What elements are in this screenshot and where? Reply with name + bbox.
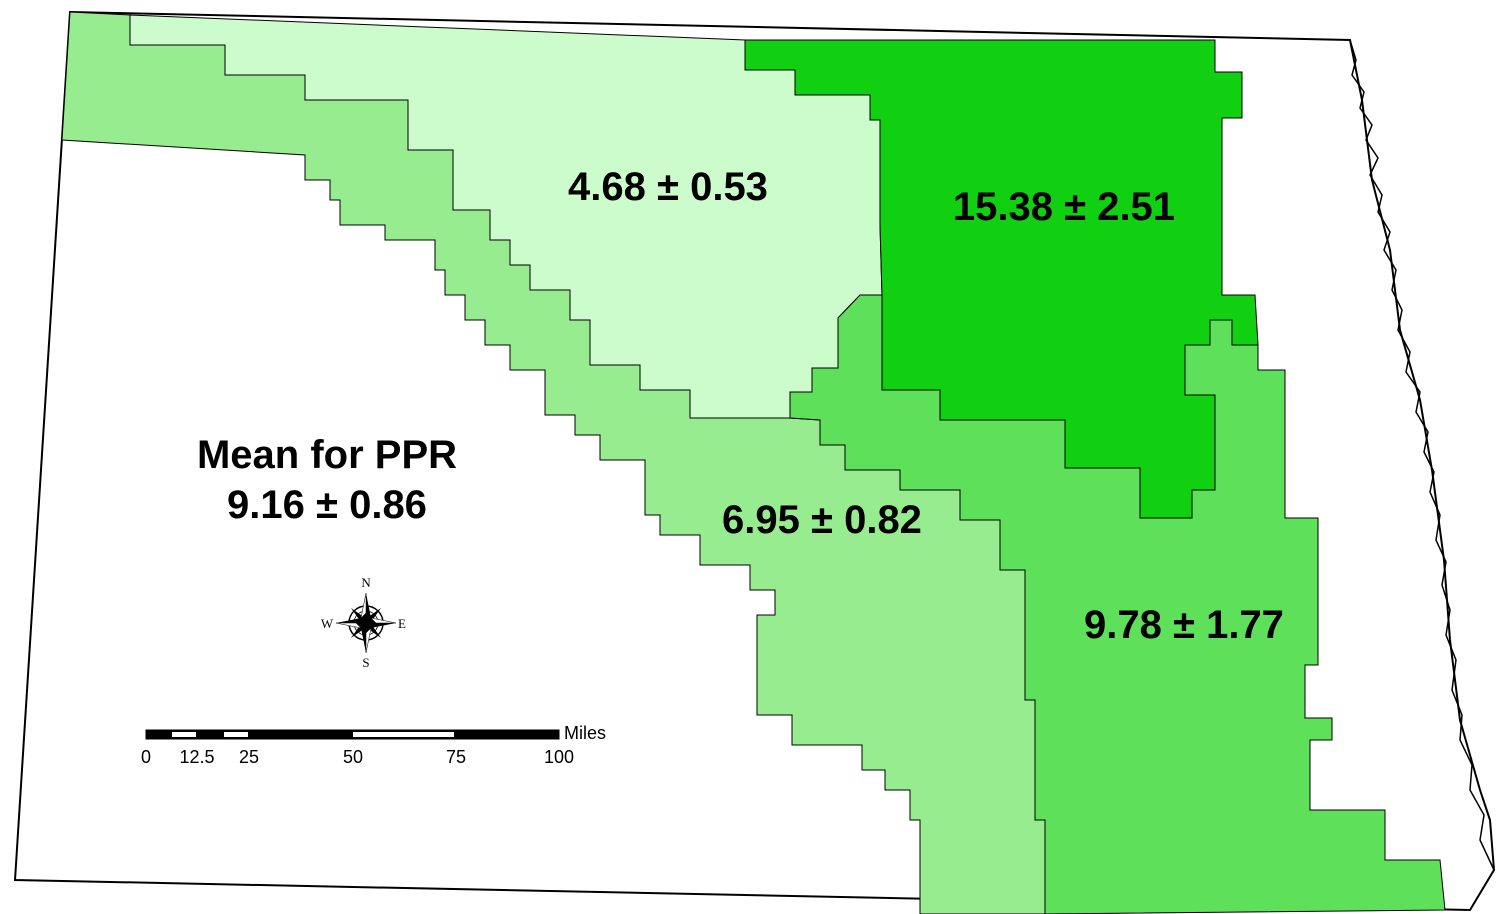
region-label-southeast: 9.78 ± 1.77 bbox=[1084, 603, 1284, 647]
compass-rose-icon: N S E W bbox=[321, 575, 406, 670]
region-label-north-central: 4.68 ± 0.53 bbox=[568, 165, 768, 209]
compass-w: W bbox=[321, 616, 334, 631]
east-river-boundary bbox=[1349, 39, 1495, 871]
summary-value: 9.16 ± 0.86 bbox=[227, 483, 427, 527]
region-label-central: 6.95 ± 0.82 bbox=[722, 498, 922, 542]
region-label-northeast: 15.38 ± 2.51 bbox=[953, 185, 1175, 229]
scale-tick-25: 25 bbox=[239, 747, 259, 767]
scale-tick-12-5: 12.5 bbox=[179, 747, 214, 767]
scale-bar: Miles 0 12.5 25 50 75 100 bbox=[141, 723, 606, 767]
scale-tick-100: 100 bbox=[544, 747, 574, 767]
scale-unit: Miles bbox=[564, 723, 606, 743]
summary-title: Mean for PPR bbox=[197, 433, 457, 477]
compass-e: E bbox=[398, 616, 406, 631]
region-northeast bbox=[744, 39, 1259, 519]
scale-tick-0: 0 bbox=[141, 747, 151, 767]
scale-tick-75: 75 bbox=[446, 747, 466, 767]
scale-tick-50: 50 bbox=[343, 747, 363, 767]
compass-n: N bbox=[361, 575, 371, 590]
compass-s: S bbox=[362, 655, 369, 670]
